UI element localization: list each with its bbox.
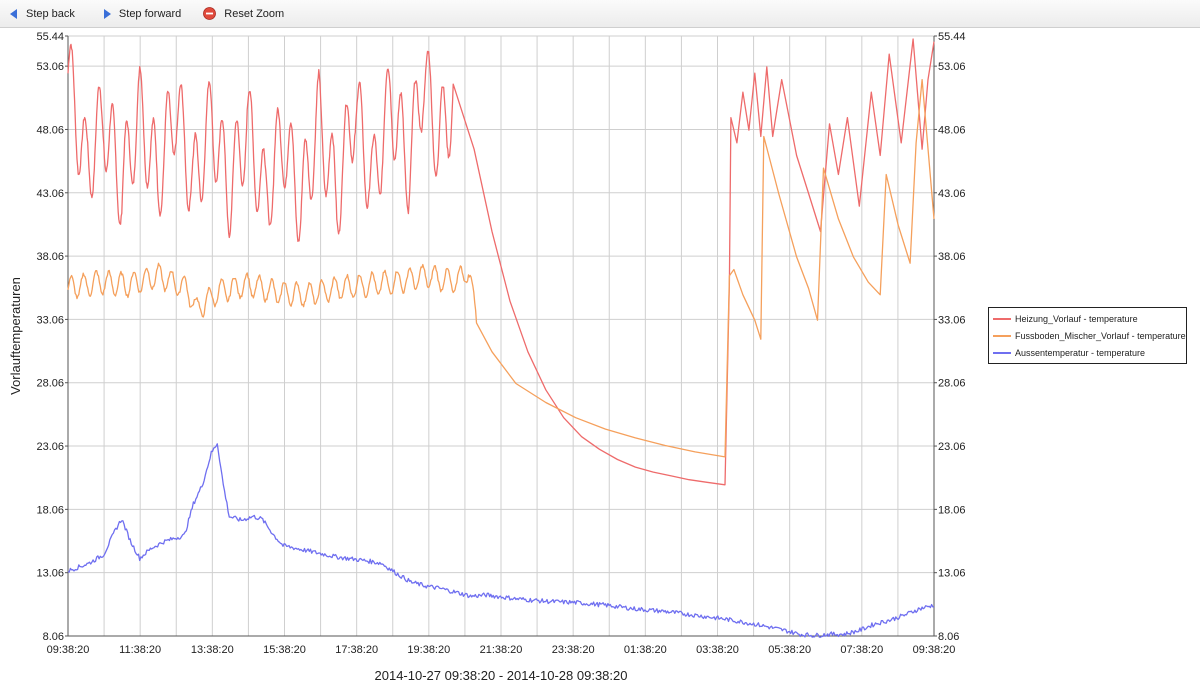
y-tick-label: 13.06 <box>938 568 966 580</box>
x-tick-label: 07:38:20 <box>840 644 883 656</box>
y-tick-label: 38.06 <box>938 251 966 263</box>
reset-zoom-button[interactable]: Reset Zoom <box>197 0 290 27</box>
y-tick-label: 18.06 <box>938 504 966 516</box>
chart-grid <box>67 35 935 637</box>
step-forward-label: Step forward <box>118 7 182 20</box>
x-tick-label: 03:38:20 <box>696 644 739 656</box>
toolbar: Step back Step forward Reset Zoom <box>0 0 1200 28</box>
y-tick-label: 43.06 <box>938 188 966 200</box>
legend: Heizung_Vorlauf - temperature Fussboden_… <box>988 307 1187 364</box>
legend-label: Fussboden_Mischer_Vorlauf - temperature <box>1015 331 1186 341</box>
y-tick-label: 8.06 <box>938 631 959 643</box>
x-axis-title: 2014-10-27 09:38:20 - 2014-10-28 09:38:2… <box>375 668 628 683</box>
series-line-2 <box>67 443 935 638</box>
x-tick-label: 23:38:20 <box>552 644 595 656</box>
legend-item-heizung[interactable]: Heizung_Vorlauf - temperature <box>993 312 1138 326</box>
x-tick-label: 11:38:20 <box>119 644 161 656</box>
y-tick-label: 23.06 <box>938 441 966 453</box>
triangle-left-icon <box>10 8 17 19</box>
y-tick-label: 28.06 <box>938 378 966 390</box>
x-tick-label: 05:38:20 <box>768 644 811 656</box>
y-axis-title: Vorlauftemperaturen <box>8 277 23 395</box>
legend-label: Heizung_Vorlauf - temperature <box>1015 314 1138 324</box>
x-tick-label: 17:38:20 <box>335 644 378 656</box>
series-lines <box>67 38 935 638</box>
y-tick-label: 33.06 <box>36 314 64 326</box>
legend-swatch <box>993 318 1011 320</box>
series-line-0 <box>67 38 935 486</box>
legend-swatch <box>993 335 1011 337</box>
y-tick-label: 8.06 <box>43 631 64 643</box>
x-tick-labels: 09:38:20 11:38:20 13:38:20 15:38:20 17:38:20… <box>47 644 956 656</box>
step-back-label: Step back <box>26 7 75 20</box>
series-line-1 <box>67 78 935 458</box>
legend-item-fussboden[interactable]: Fussboden_Mischer_Vorlauf - temperature <box>993 329 1186 343</box>
y-tick-label: 48.06 <box>938 124 966 136</box>
x-tick-label: 09:38:20 <box>913 644 956 656</box>
triangle-right-icon <box>103 8 111 19</box>
y-tick-label: 38.06 <box>36 251 64 263</box>
y-tick-label: 53.06 <box>36 61 64 73</box>
y-tick-label: 55.44 <box>36 31 64 43</box>
legend-swatch <box>993 352 1011 354</box>
reset-zoom-label: Reset Zoom <box>224 7 285 20</box>
step-forward-button[interactable]: Step forward <box>97 0 187 27</box>
y-tick-labels-right: 8.06 13.06 18.06 23.06 28.06 33.06 38.06 43.06 4… <box>934 31 966 643</box>
y-tick-label: 55.44 <box>938 31 966 43</box>
y-tick-label: 28.06 <box>36 378 64 390</box>
x-tick-label: 13:38:20 <box>191 644 234 656</box>
y-tick-label: 23.06 <box>36 441 64 453</box>
step-back-button[interactable]: Step back <box>4 0 81 27</box>
y-tick-label: 53.06 <box>938 61 966 73</box>
y-tick-labels-left: 8.06 13.06 18.06 23.06 28.06 33.06 38.06 43.06 4… <box>36 31 68 643</box>
x-tick-label: 01:38:20 <box>624 644 667 656</box>
x-tick-label: 09:38:20 <box>47 644 90 656</box>
legend-label: Aussentemperatur - temperature <box>1015 348 1146 358</box>
reset-circle-icon <box>203 7 217 20</box>
y-tick-label: 48.06 <box>36 124 64 136</box>
x-tick-label: 15:38:20 <box>263 644 306 656</box>
x-tick-label: 21:38:20 <box>480 644 523 656</box>
y-tick-label: 33.06 <box>938 314 966 326</box>
x-tick-label: 19:38:20 <box>407 644 450 656</box>
y-tick-label: 18.06 <box>36 504 64 516</box>
y-tick-label: 13.06 <box>36 568 64 580</box>
legend-item-aussen[interactable]: Aussentemperatur - temperature <box>993 346 1145 360</box>
y-tick-label: 43.06 <box>36 188 64 200</box>
